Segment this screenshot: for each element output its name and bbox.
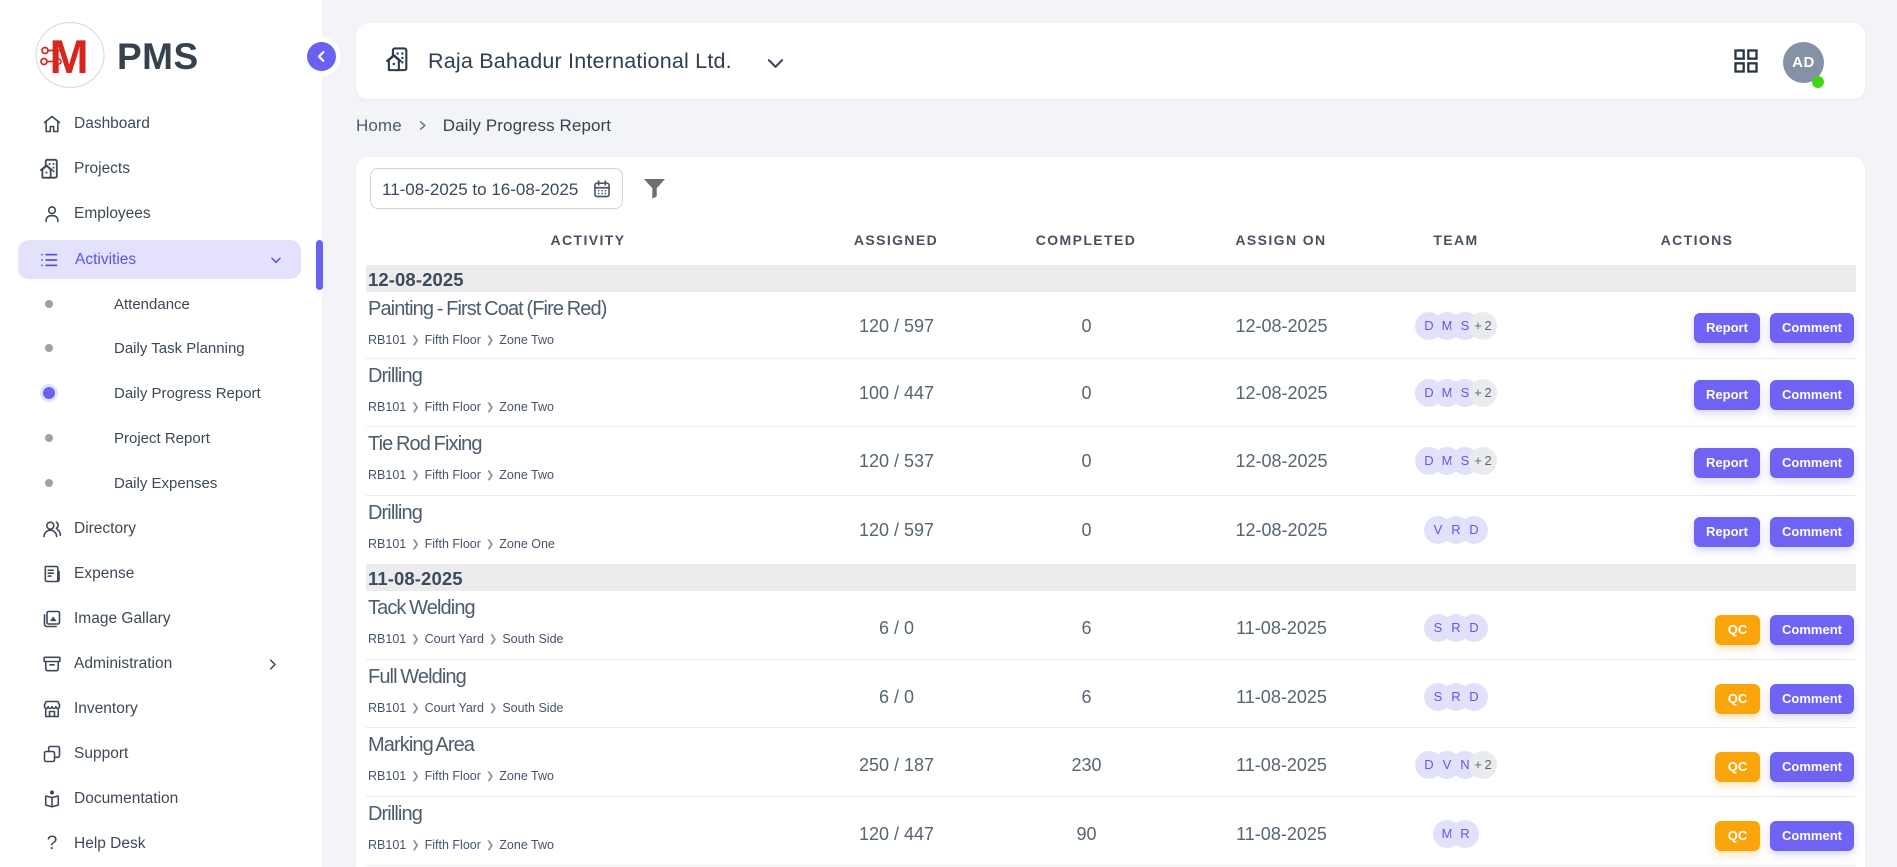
svg-text:M: M [50,30,89,83]
